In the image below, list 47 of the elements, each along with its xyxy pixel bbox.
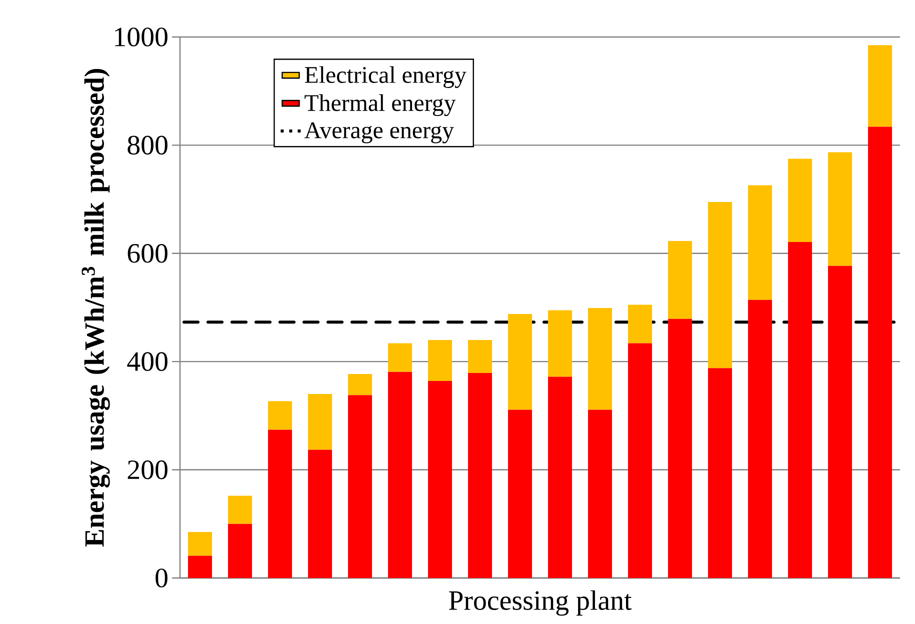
bar — [628, 343, 652, 578]
bar — [548, 310, 572, 377]
bar — [668, 318, 692, 578]
bar — [308, 450, 332, 578]
bar — [388, 343, 412, 372]
y-tick-label: 600 — [128, 244, 168, 263]
bar — [748, 300, 772, 578]
bar — [868, 126, 892, 578]
legend-label: Thermal energy — [304, 94, 456, 116]
bar — [228, 524, 252, 578]
y-axis-title: Energy usage (kWh/m$^{3}$ milk processed) — [82, 69, 110, 547]
bar — [788, 158, 812, 242]
y-tick-label: 1000 — [115, 28, 168, 46]
bar — [268, 401, 292, 430]
y-tick-label: 0 — [156, 568, 168, 588]
bar — [788, 242, 812, 578]
bar — [308, 394, 332, 450]
bar — [188, 556, 212, 578]
bar — [428, 381, 452, 578]
y-tick-label: 400 — [127, 352, 168, 371]
bar — [868, 45, 892, 127]
bar — [708, 202, 732, 368]
bar — [588, 410, 612, 578]
bar — [828, 152, 852, 266]
bar — [828, 266, 852, 578]
bar — [588, 308, 612, 410]
bar — [268, 430, 292, 578]
bar — [388, 372, 412, 578]
bar — [508, 410, 532, 578]
bar — [748, 185, 772, 300]
y-tick-label: 200 — [128, 460, 168, 480]
bar — [508, 314, 532, 410]
bar — [628, 304, 652, 344]
x-axis-title: Processing plant — [448, 590, 632, 616]
legend-label: Electrical energy — [304, 66, 466, 88]
bar — [548, 376, 572, 578]
bar — [468, 340, 492, 373]
bar — [188, 532, 212, 556]
bar — [708, 368, 732, 578]
bar — [468, 372, 492, 578]
bar — [348, 395, 372, 578]
bar — [228, 496, 252, 524]
y-tick-label: 800 — [128, 136, 168, 155]
bar — [668, 240, 692, 319]
bar — [348, 374, 372, 396]
legend-label: Average energy — [304, 122, 454, 144]
bar — [428, 340, 452, 382]
